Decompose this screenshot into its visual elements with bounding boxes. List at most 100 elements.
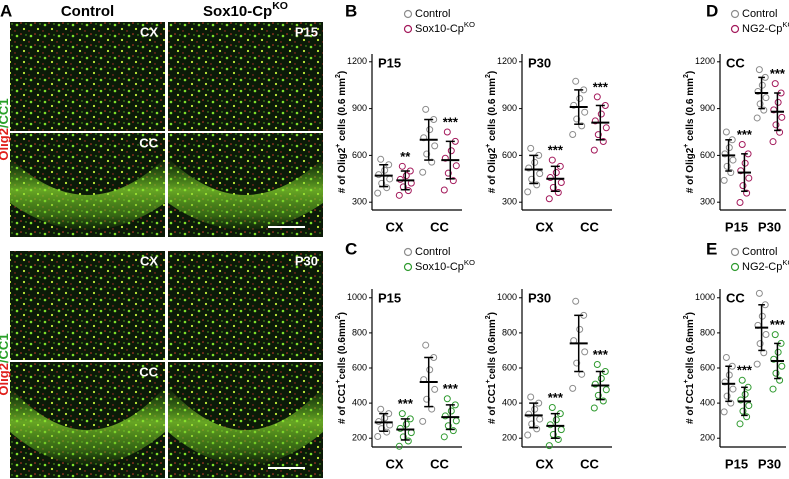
data-point	[440, 433, 448, 441]
y-axis-label-part: +	[335, 144, 342, 148]
data-point	[738, 140, 746, 148]
data-point	[422, 105, 430, 113]
micrograph	[168, 251, 323, 360]
legend-label: Control	[742, 246, 777, 258]
y-axis-label-part: +	[335, 379, 342, 383]
data-point	[599, 138, 607, 146]
y-axis-label: # of Olig2+ cells (0.6 mm2)	[335, 71, 347, 194]
data-point	[440, 186, 448, 194]
data-point	[423, 395, 431, 403]
data-point	[383, 184, 391, 192]
data-point	[743, 189, 751, 197]
data-point	[524, 188, 532, 196]
stain-label: Olig2/CC1	[0, 333, 11, 395]
data-point	[545, 442, 553, 450]
y-tick-label: 600	[502, 362, 517, 372]
data-point	[594, 391, 602, 399]
data-point	[449, 177, 457, 185]
y-tick-label: 1200	[347, 56, 367, 66]
y-tick-label: 800	[352, 327, 367, 337]
data-point	[374, 432, 382, 440]
data-point	[602, 386, 610, 394]
data-point	[755, 289, 763, 297]
legend-label-part: Control	[415, 246, 450, 258]
panel-letter: B	[345, 1, 357, 20]
y-tick-label: 1000	[695, 292, 715, 302]
data-point	[375, 171, 383, 179]
data-point	[441, 154, 449, 162]
data-point	[431, 142, 439, 150]
y-axis-label-part: # of Olig2	[685, 147, 696, 193]
y-tick-label: 400	[502, 397, 517, 407]
data-point	[576, 325, 584, 333]
y-axis-label-part: cells (0.6mm	[487, 319, 498, 379]
data-point	[745, 174, 753, 182]
data-point	[426, 366, 434, 374]
data-point	[772, 121, 780, 129]
data-point	[753, 360, 761, 368]
age-label: P15	[295, 24, 318, 39]
legend-symbol	[403, 9, 413, 19]
data-point	[531, 158, 539, 166]
data-point	[762, 94, 770, 102]
data-point	[581, 348, 589, 356]
data-point	[395, 442, 403, 450]
data-point	[554, 435, 562, 443]
data-point	[729, 156, 737, 164]
data-point	[536, 415, 544, 423]
data-point	[593, 360, 601, 368]
data-point	[578, 122, 586, 130]
y-axis-label-part: cells (0.6mm	[337, 319, 348, 379]
data-point	[778, 113, 786, 121]
legend-label: NG2-CpKO	[742, 258, 789, 273]
significance: ***	[770, 317, 786, 332]
data-point	[722, 128, 730, 136]
significance: ***	[770, 66, 786, 81]
x-tick-label: CC	[430, 456, 449, 471]
y-axis-label-part: )	[487, 71, 498, 74]
panel-letter: A	[0, 1, 12, 20]
data-point	[591, 117, 599, 125]
data-point	[771, 80, 779, 88]
data-point	[443, 395, 451, 403]
significance: ***	[398, 396, 414, 411]
y-axis-label-part: cells (0.6 mm	[685, 78, 696, 144]
micrograph	[10, 251, 165, 360]
y-axis-label: # of CC1+cells (0.6mm2)	[683, 312, 695, 424]
legend-label-part: KO	[782, 20, 789, 29]
y-axis-label-part: 2	[335, 315, 342, 319]
y-axis-label-part: 2	[683, 74, 690, 78]
data-point	[407, 429, 415, 437]
data-point	[599, 397, 607, 405]
plot-title: P15	[378, 55, 401, 70]
data-point	[739, 407, 747, 415]
y-axis-label-part: 2	[485, 74, 492, 78]
data-point	[756, 340, 764, 348]
data-point	[528, 175, 536, 183]
data-point	[452, 417, 460, 425]
data-point	[527, 144, 535, 152]
y-axis-label-part: +	[485, 379, 492, 383]
y-tick-label: 200	[700, 433, 715, 443]
y-tick-label: 400	[352, 397, 367, 407]
legend-label-part: NG2-Cp	[742, 261, 782, 273]
data-point	[557, 426, 565, 434]
data-point	[527, 393, 535, 401]
data-point	[597, 375, 605, 383]
data-point	[548, 404, 556, 411]
data-point	[760, 106, 768, 114]
region-label: CX	[140, 253, 158, 268]
data-point	[590, 404, 598, 412]
y-tick-label: 1200	[695, 56, 715, 66]
white-matter-tract	[168, 387, 323, 465]
legend-symbol	[730, 262, 740, 272]
legend-label: Control	[415, 8, 450, 20]
legend-symbol	[730, 24, 740, 34]
y-axis-label-part: # of CC1	[685, 383, 696, 424]
x-tick-label: CX	[535, 219, 553, 234]
data-point	[739, 182, 747, 190]
data-point	[743, 413, 751, 421]
y-axis-label-part: # of CC1	[337, 383, 348, 424]
data-point	[769, 385, 777, 393]
